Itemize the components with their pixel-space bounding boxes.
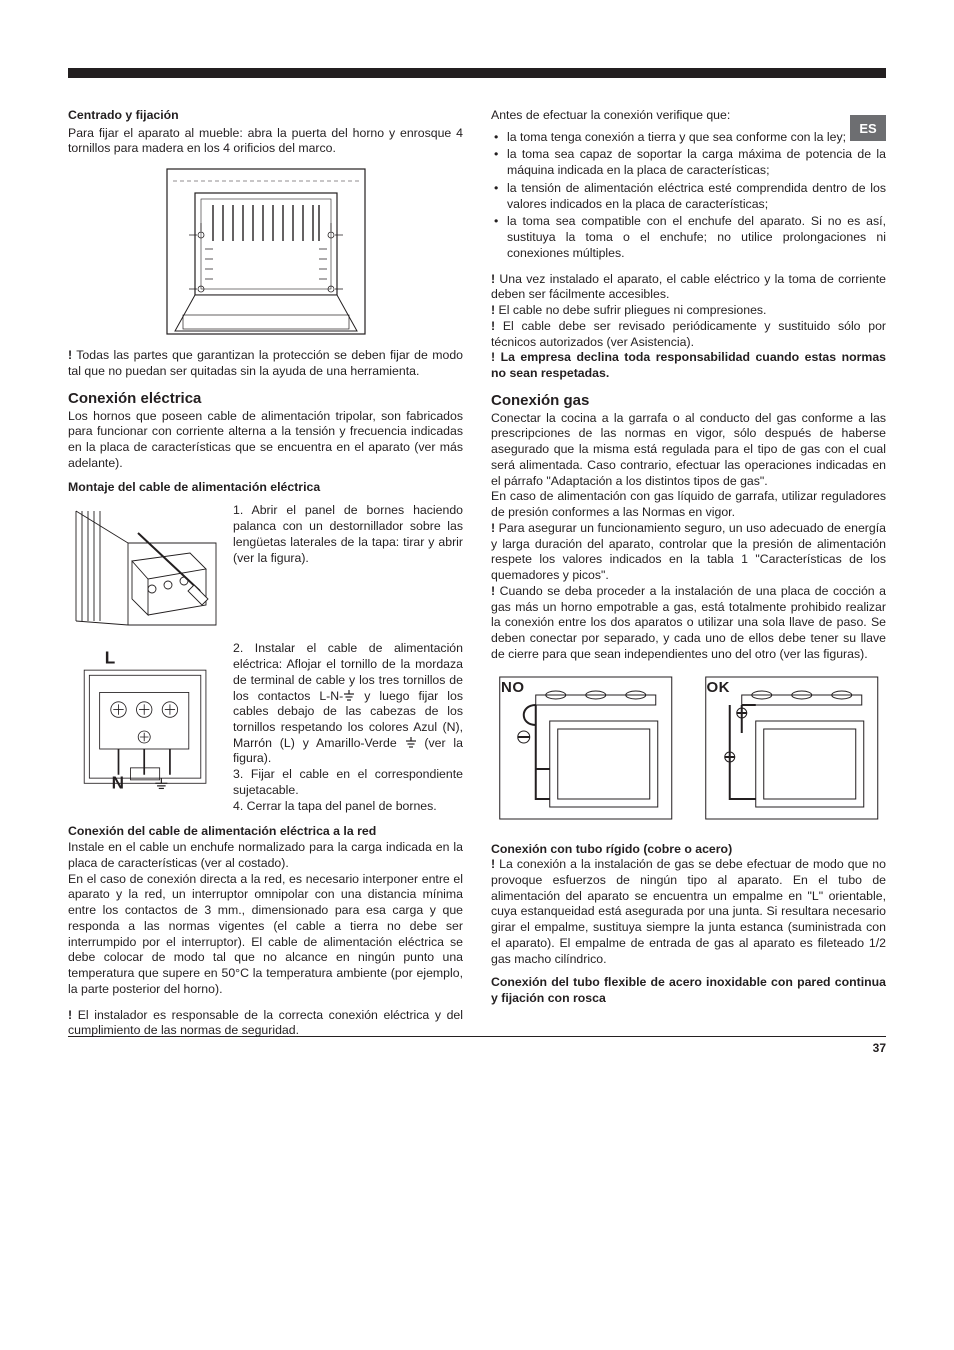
heading-centrado: Centrado y fijación [68, 108, 463, 124]
gas-figure-ok: OK [697, 673, 887, 828]
heading-rigido: Conexión con tubo rígido (cobre o acero) [491, 842, 886, 858]
step1-container: 1. Abrir el panel de bornes haciendo pal… [233, 503, 463, 633]
heading-conexion-gas: Conexión gas [491, 392, 886, 409]
para-rigido: ! La conexión a la instalación de gas se… [491, 857, 886, 967]
warning-gas1: ! Para asegurar un funcionamiento seguro… [491, 521, 886, 584]
step1-text: 1. Abrir el panel de bornes haciendo pal… [233, 503, 463, 566]
heading-montaje: Montaje del cable de alimentación eléctr… [68, 480, 463, 496]
figure-terminal-2-wrap: L N [68, 641, 223, 796]
para-conexion: Los hornos que poseen cable de alimentac… [68, 409, 463, 472]
heading-flexible: Conexión del tubo flexible de acero inox… [491, 975, 886, 1006]
para-red1: Instale en el cable un enchufe normaliza… [68, 840, 463, 871]
warning-3: ! El cable debe ser revisado periódicame… [491, 319, 886, 350]
warning-gas2: ! Cuando se deba proceder a la instalaci… [491, 584, 886, 663]
bullet-list: la toma tenga conexión a tierra y que se… [491, 130, 886, 262]
bullet-item: la toma sea capaz de soportar la carga m… [491, 147, 886, 178]
warning-instalador-text: El instalador es responsable de la corre… [68, 1008, 463, 1038]
bullet-item: la toma tenga conexión a tierra y que se… [491, 130, 886, 146]
terminal-label-N: N [112, 773, 124, 792]
ground-icon [343, 690, 355, 702]
steps-2-4-container: 2. Instalar el cable de alimentación elé… [233, 641, 463, 814]
gas-figures: NO [491, 673, 886, 828]
para-gas1: Conectar la cocina a la garrafa o al con… [491, 411, 886, 490]
heading-red: Conexión del cable de alimentación eléct… [68, 824, 463, 840]
bullet-item: la tensión de alimentación eléctrica est… [491, 181, 886, 212]
bullet-item: la toma sea compatible con el enchufe de… [491, 214, 886, 261]
heading-conexion-electrica: Conexión eléctrica [68, 390, 463, 407]
figure-row-1: 1. Abrir el panel de bornes haciendo pal… [68, 503, 463, 633]
gas-label-no: NO [501, 679, 525, 696]
warning-2: ! El cable no debe sufrir pliegues ni co… [491, 303, 886, 319]
warning-instalador: ! El instalador es responsable de la cor… [68, 1008, 463, 1039]
para-red2: En el caso de conexión directa a la red,… [68, 872, 463, 998]
step4-text: 4. Cerrar la tapa del panel de bornes. [233, 799, 463, 815]
figure-terminal-wiring: L N [68, 641, 223, 791]
para-antes: Antes de efectuar la conexión verifique … [491, 108, 886, 124]
figure-terminal-open [68, 503, 223, 633]
warning-4: ! La empresa declina toda responsabilida… [491, 350, 886, 381]
gas-figure-no: NO [491, 673, 681, 828]
terminal-label-L: L [105, 648, 115, 668]
warning-1: ! Una vez instalado el aparato, el cable… [491, 272, 886, 303]
footer-rule [68, 1036, 886, 1037]
figure-oven [161, 163, 371, 338]
left-column: Centrado y fijación Para fijar el aparat… [68, 108, 463, 1039]
page-root: ES Centrado y fijación Para fijar el apa… [0, 0, 954, 1079]
page-number: 37 [873, 1041, 886, 1055]
figure-row-2: L N 2. Instalar el cable de alimentación… [68, 641, 463, 814]
warning-todas-text: Todas las partes que garantizan la prote… [68, 348, 463, 378]
content-columns: Centrado y fijación Para fijar el aparat… [68, 108, 886, 1039]
para-centrado: Para fijar el aparato al mueble: abra la… [68, 126, 463, 157]
right-column: Antes de efectuar la conexión verifique … [491, 108, 886, 1039]
warning-todas: ! Todas las partes que garantizan la pro… [68, 348, 463, 379]
ground-icon [405, 737, 417, 749]
para-gas2: En caso de alimentación con gas líquido … [491, 489, 886, 520]
header-bar [68, 68, 886, 78]
step2-text: 2. Instalar el cable de alimentación elé… [233, 641, 463, 767]
step3-text: 3. Fijar el cable en el correspondiente … [233, 767, 463, 798]
gas-label-ok: OK [707, 679, 731, 696]
